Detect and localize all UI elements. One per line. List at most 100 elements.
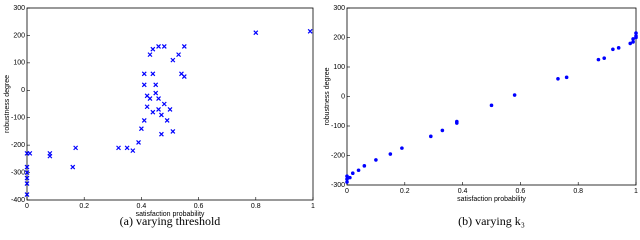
x-tick-label: 0.6: [516, 188, 526, 195]
point: [634, 31, 638, 35]
point: [147, 52, 153, 58]
point: [24, 181, 30, 186]
point: [631, 37, 635, 41]
point: [161, 101, 167, 107]
point: [611, 47, 615, 52]
point: [164, 118, 170, 123]
point: [156, 96, 161, 101]
point: [141, 82, 147, 88]
y-tick-label: 300: [13, 5, 25, 12]
point: [176, 52, 182, 58]
y-tick-label: -200: [11, 142, 25, 149]
x-axis-label: satisfaction probability: [136, 211, 205, 218]
point: [158, 131, 164, 137]
y-tick-label: 100: [13, 60, 25, 67]
point: [356, 168, 361, 173]
point: [73, 145, 79, 151]
point: [170, 57, 176, 63]
point: [345, 177, 349, 181]
point: [27, 150, 33, 156]
x-tick-label: 0.6: [194, 203, 204, 210]
y-tick-label: -300: [331, 182, 345, 189]
point: [70, 164, 76, 170]
point: [153, 82, 159, 88]
point: [362, 164, 367, 168]
y-axis-label: robustness degree: [324, 67, 331, 125]
point: [345, 180, 349, 184]
point: [429, 134, 433, 139]
point: [138, 126, 144, 132]
point: [350, 171, 355, 175]
point: [150, 109, 156, 115]
point: [181, 74, 187, 79]
y-tick-label: -400: [11, 197, 25, 204]
point: [634, 35, 638, 40]
point: [24, 164, 30, 170]
y-tick-label: 0: [341, 93, 345, 100]
point: [631, 40, 635, 44]
y-tick-label: 200: [333, 34, 345, 41]
x-tick-label: 0.4: [137, 203, 147, 210]
point: [628, 41, 633, 46]
point: [596, 57, 601, 62]
y-axis-label: robustness degree: [4, 75, 11, 133]
point: [512, 93, 517, 97]
point: [136, 139, 141, 145]
point: [116, 145, 121, 151]
x-tick-label: 1: [634, 188, 638, 195]
point: [556, 77, 560, 81]
point: [170, 129, 176, 134]
plot-frame: [346, 7, 637, 186]
caption: (a) varying threshold: [120, 214, 221, 228]
point: [489, 103, 494, 108]
point: [181, 43, 187, 49]
x-tick-label: 0: [345, 188, 349, 195]
point: [253, 30, 259, 36]
point: [141, 71, 147, 77]
point: [150, 46, 156, 52]
point: [124, 145, 130, 151]
point: [455, 119, 459, 124]
point: [400, 146, 404, 150]
y-tick-label: 100: [333, 64, 345, 71]
point: [307, 28, 313, 34]
y-tick-label: -200: [331, 152, 345, 159]
point: [24, 192, 30, 197]
point: [147, 96, 153, 101]
y-tick-label: 200: [13, 32, 25, 39]
x-axis-label: satisfaction probability: [457, 196, 526, 203]
point: [602, 56, 607, 60]
point: [388, 152, 393, 156]
point: [167, 107, 173, 112]
point: [616, 46, 621, 50]
point: [158, 112, 164, 118]
x-tick-label: 0.4: [458, 188, 468, 195]
point: [374, 158, 378, 162]
y-tick-label: -100: [11, 115, 25, 122]
point: [47, 153, 53, 159]
point: [24, 175, 30, 181]
x-tick-label: 0: [25, 203, 29, 210]
point: [161, 43, 167, 49]
point: [348, 175, 352, 180]
point: [156, 43, 161, 49]
point: [153, 90, 159, 96]
y-tick-label: -100: [331, 123, 345, 130]
x-tick-label: 0.2: [79, 203, 89, 210]
point: [156, 107, 161, 112]
point: [440, 128, 445, 133]
y-tick-label: 0: [21, 87, 25, 94]
point: [24, 170, 30, 175]
x-tick-label: 0.8: [251, 203, 261, 210]
caption: (b) varying k₃: [458, 214, 525, 228]
point: [130, 148, 136, 154]
point: [141, 118, 147, 123]
x-tick-label: 0.8: [573, 188, 583, 195]
plot-frame: [26, 7, 314, 201]
point: [150, 71, 156, 77]
point: [564, 75, 569, 80]
point: [345, 174, 349, 178]
y-tick-label: -300: [11, 169, 25, 176]
point: [144, 104, 150, 110]
